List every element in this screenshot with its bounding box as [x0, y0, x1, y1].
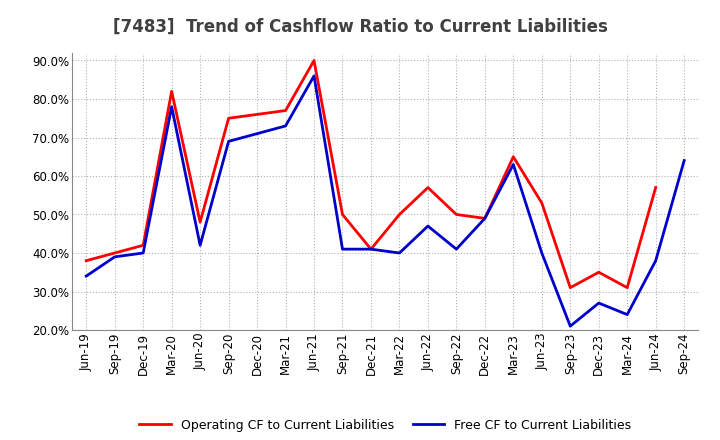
- Free CF to Current Liabilities: [167, 104, 176, 109]
- Free CF to Current Liabilities: [623, 312, 631, 317]
- Operating CF to Current Liabilities: [452, 212, 461, 217]
- Free CF to Current Liabilities: [139, 250, 148, 256]
- Free CF to Current Liabilities: [310, 73, 318, 78]
- Free CF to Current Liabilities: [82, 273, 91, 279]
- Operating CF to Current Liabilities: [480, 216, 489, 221]
- Operating CF to Current Liabilities: [253, 112, 261, 117]
- Free CF to Current Liabilities: [652, 258, 660, 263]
- Operating CF to Current Liabilities: [395, 212, 404, 217]
- Operating CF to Current Liabilities: [310, 58, 318, 63]
- Free CF to Current Liabilities: [595, 301, 603, 306]
- Operating CF to Current Liabilities: [225, 116, 233, 121]
- Operating CF to Current Liabilities: [595, 270, 603, 275]
- Text: [7483]  Trend of Cashflow Ratio to Current Liabilities: [7483] Trend of Cashflow Ratio to Curren…: [112, 18, 608, 36]
- Operating CF to Current Liabilities: [110, 250, 119, 256]
- Free CF to Current Liabilities: [338, 246, 347, 252]
- Operating CF to Current Liabilities: [537, 200, 546, 205]
- Free CF to Current Liabilities: [253, 131, 261, 136]
- Line: Free CF to Current Liabilities: Free CF to Current Liabilities: [86, 76, 684, 326]
- Free CF to Current Liabilities: [452, 246, 461, 252]
- Operating CF to Current Liabilities: [282, 108, 290, 113]
- Operating CF to Current Liabilities: [82, 258, 91, 263]
- Free CF to Current Liabilities: [110, 254, 119, 260]
- Operating CF to Current Liabilities: [623, 285, 631, 290]
- Operating CF to Current Liabilities: [167, 88, 176, 94]
- Operating CF to Current Liabilities: [423, 185, 432, 190]
- Operating CF to Current Liabilities: [509, 154, 518, 159]
- Legend: Operating CF to Current Liabilities, Free CF to Current Liabilities: Operating CF to Current Liabilities, Fre…: [135, 414, 636, 437]
- Operating CF to Current Liabilities: [566, 285, 575, 290]
- Free CF to Current Liabilities: [366, 246, 375, 252]
- Operating CF to Current Liabilities: [338, 212, 347, 217]
- Line: Operating CF to Current Liabilities: Operating CF to Current Liabilities: [86, 60, 656, 288]
- Operating CF to Current Liabilities: [652, 185, 660, 190]
- Free CF to Current Liabilities: [196, 243, 204, 248]
- Free CF to Current Liabilities: [566, 323, 575, 329]
- Operating CF to Current Liabilities: [366, 246, 375, 252]
- Operating CF to Current Liabilities: [196, 220, 204, 225]
- Free CF to Current Liabilities: [680, 158, 688, 163]
- Free CF to Current Liabilities: [395, 250, 404, 256]
- Free CF to Current Liabilities: [480, 216, 489, 221]
- Free CF to Current Liabilities: [423, 224, 432, 229]
- Free CF to Current Liabilities: [509, 162, 518, 167]
- Free CF to Current Liabilities: [282, 123, 290, 128]
- Free CF to Current Liabilities: [225, 139, 233, 144]
- Free CF to Current Liabilities: [537, 250, 546, 256]
- Operating CF to Current Liabilities: [139, 243, 148, 248]
